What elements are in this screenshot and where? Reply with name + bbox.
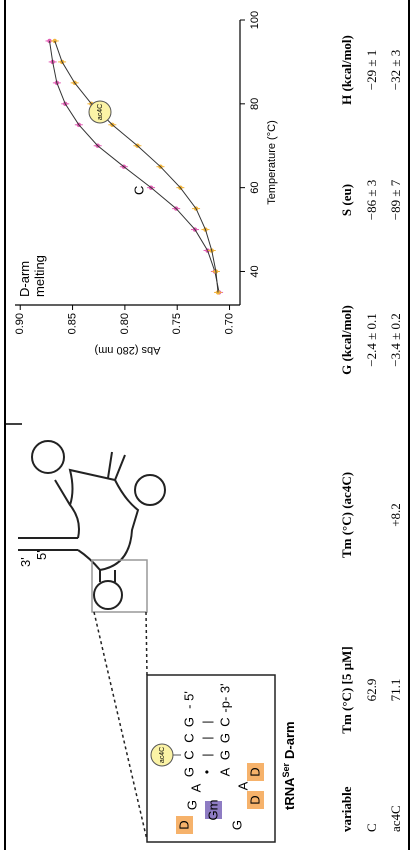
x-tick-label: 40: [249, 265, 261, 277]
table-cell: −32 ± 3: [388, 50, 403, 90]
series-label: C: [131, 186, 146, 195]
y-tick-label: 0.70: [223, 313, 235, 334]
x-tick-label: 100: [249, 11, 261, 29]
title-line: melting: [32, 255, 47, 297]
table-header: H (kcal/mol): [339, 35, 354, 105]
nucleotide: A: [217, 767, 232, 776]
table-header: Tm (°C) (ac4C): [339, 472, 354, 558]
end-label: 5': [34, 550, 49, 560]
table-cell: −29 ± 1: [364, 50, 379, 90]
table-header: S (eu): [339, 184, 354, 216]
nucleotide: G: [229, 820, 244, 830]
title-part: tRNA: [282, 777, 297, 810]
base-pair: •: [200, 770, 214, 774]
x-tick-label: 60: [249, 182, 261, 194]
nucleotide: A: [188, 783, 203, 792]
y-tick-label: 0.80: [119, 313, 131, 334]
nucleotide: G: [181, 767, 196, 777]
nucleotide: D: [247, 795, 262, 804]
table-cell: −3.4 ± 0.2: [388, 313, 403, 366]
table-header: Tm (°C) [5 µM]: [339, 646, 354, 733]
nucleotide: C: [181, 733, 196, 742]
nucleotide: G: [184, 800, 199, 810]
nucleotide: C: [181, 750, 196, 759]
x-axis-label: Temperature (°C): [266, 120, 278, 204]
y-tick-label: 0.90: [14, 313, 26, 334]
zoom-line: [146, 612, 147, 675]
table-header: G (kcal/mol): [339, 305, 354, 375]
table-cell: −89 ± 7: [388, 179, 403, 220]
nucleotide: - 5': [181, 691, 196, 709]
fit-line: [55, 41, 218, 292]
nucleotide: G: [181, 717, 196, 727]
nucleotide: -p- 3': [217, 683, 232, 712]
page: {"diagram":{"title_parts":["tRNA","Ser",…: [0, 0, 412, 850]
nucleotide: C: [217, 717, 232, 726]
title-sup: Ser: [281, 762, 291, 777]
figure: 3' 5' tRNASerD-arm DGAGCCG- 5'GmGDADAGGC…: [0, 0, 412, 850]
figure-canvas: 3' 5' tRNASerD-arm DGAGCCG- 5'GmGDADAGGC…: [0, 0, 412, 850]
nucleotide: Gm: [205, 800, 220, 821]
series-label: ac4C: [97, 104, 104, 120]
mod-label: ac4C: [159, 747, 166, 763]
title-line: D-arm: [17, 261, 32, 297]
nucleotide: G: [217, 733, 232, 743]
x-tick-label: 80: [249, 98, 261, 110]
title-part: D-arm: [282, 721, 297, 759]
nucleotide: A: [235, 781, 250, 790]
table-cell: −2.4 ± 0.1: [364, 313, 379, 366]
end-label: 3': [18, 557, 33, 567]
table-cell: ac4C: [388, 805, 403, 832]
base-pair: |: [200, 736, 214, 739]
zoom-line: [94, 612, 147, 840]
table-cell: +8.2: [388, 503, 403, 527]
base-pair: |: [200, 720, 214, 723]
y-axis-label: Abs (280 nm): [94, 344, 160, 356]
table-cell: 71.1: [388, 679, 403, 702]
detail-title: tRNASer D-arm: [281, 721, 297, 810]
y-tick-label: 0.75: [171, 313, 183, 334]
y-tick-label: 0.85: [66, 313, 78, 334]
base-pair: |: [200, 753, 214, 756]
fit-line: [50, 41, 220, 292]
table-cell: −86 ± 3: [364, 180, 379, 220]
chart-title: D-armmelting: [17, 255, 47, 297]
nucleotide: D: [247, 767, 262, 776]
nucleotide: D: [176, 820, 191, 829]
table-header: variable: [339, 786, 354, 832]
table-cell: 62.9: [364, 679, 379, 702]
nucleotide: G: [217, 750, 232, 760]
table-cell: C: [364, 823, 379, 832]
